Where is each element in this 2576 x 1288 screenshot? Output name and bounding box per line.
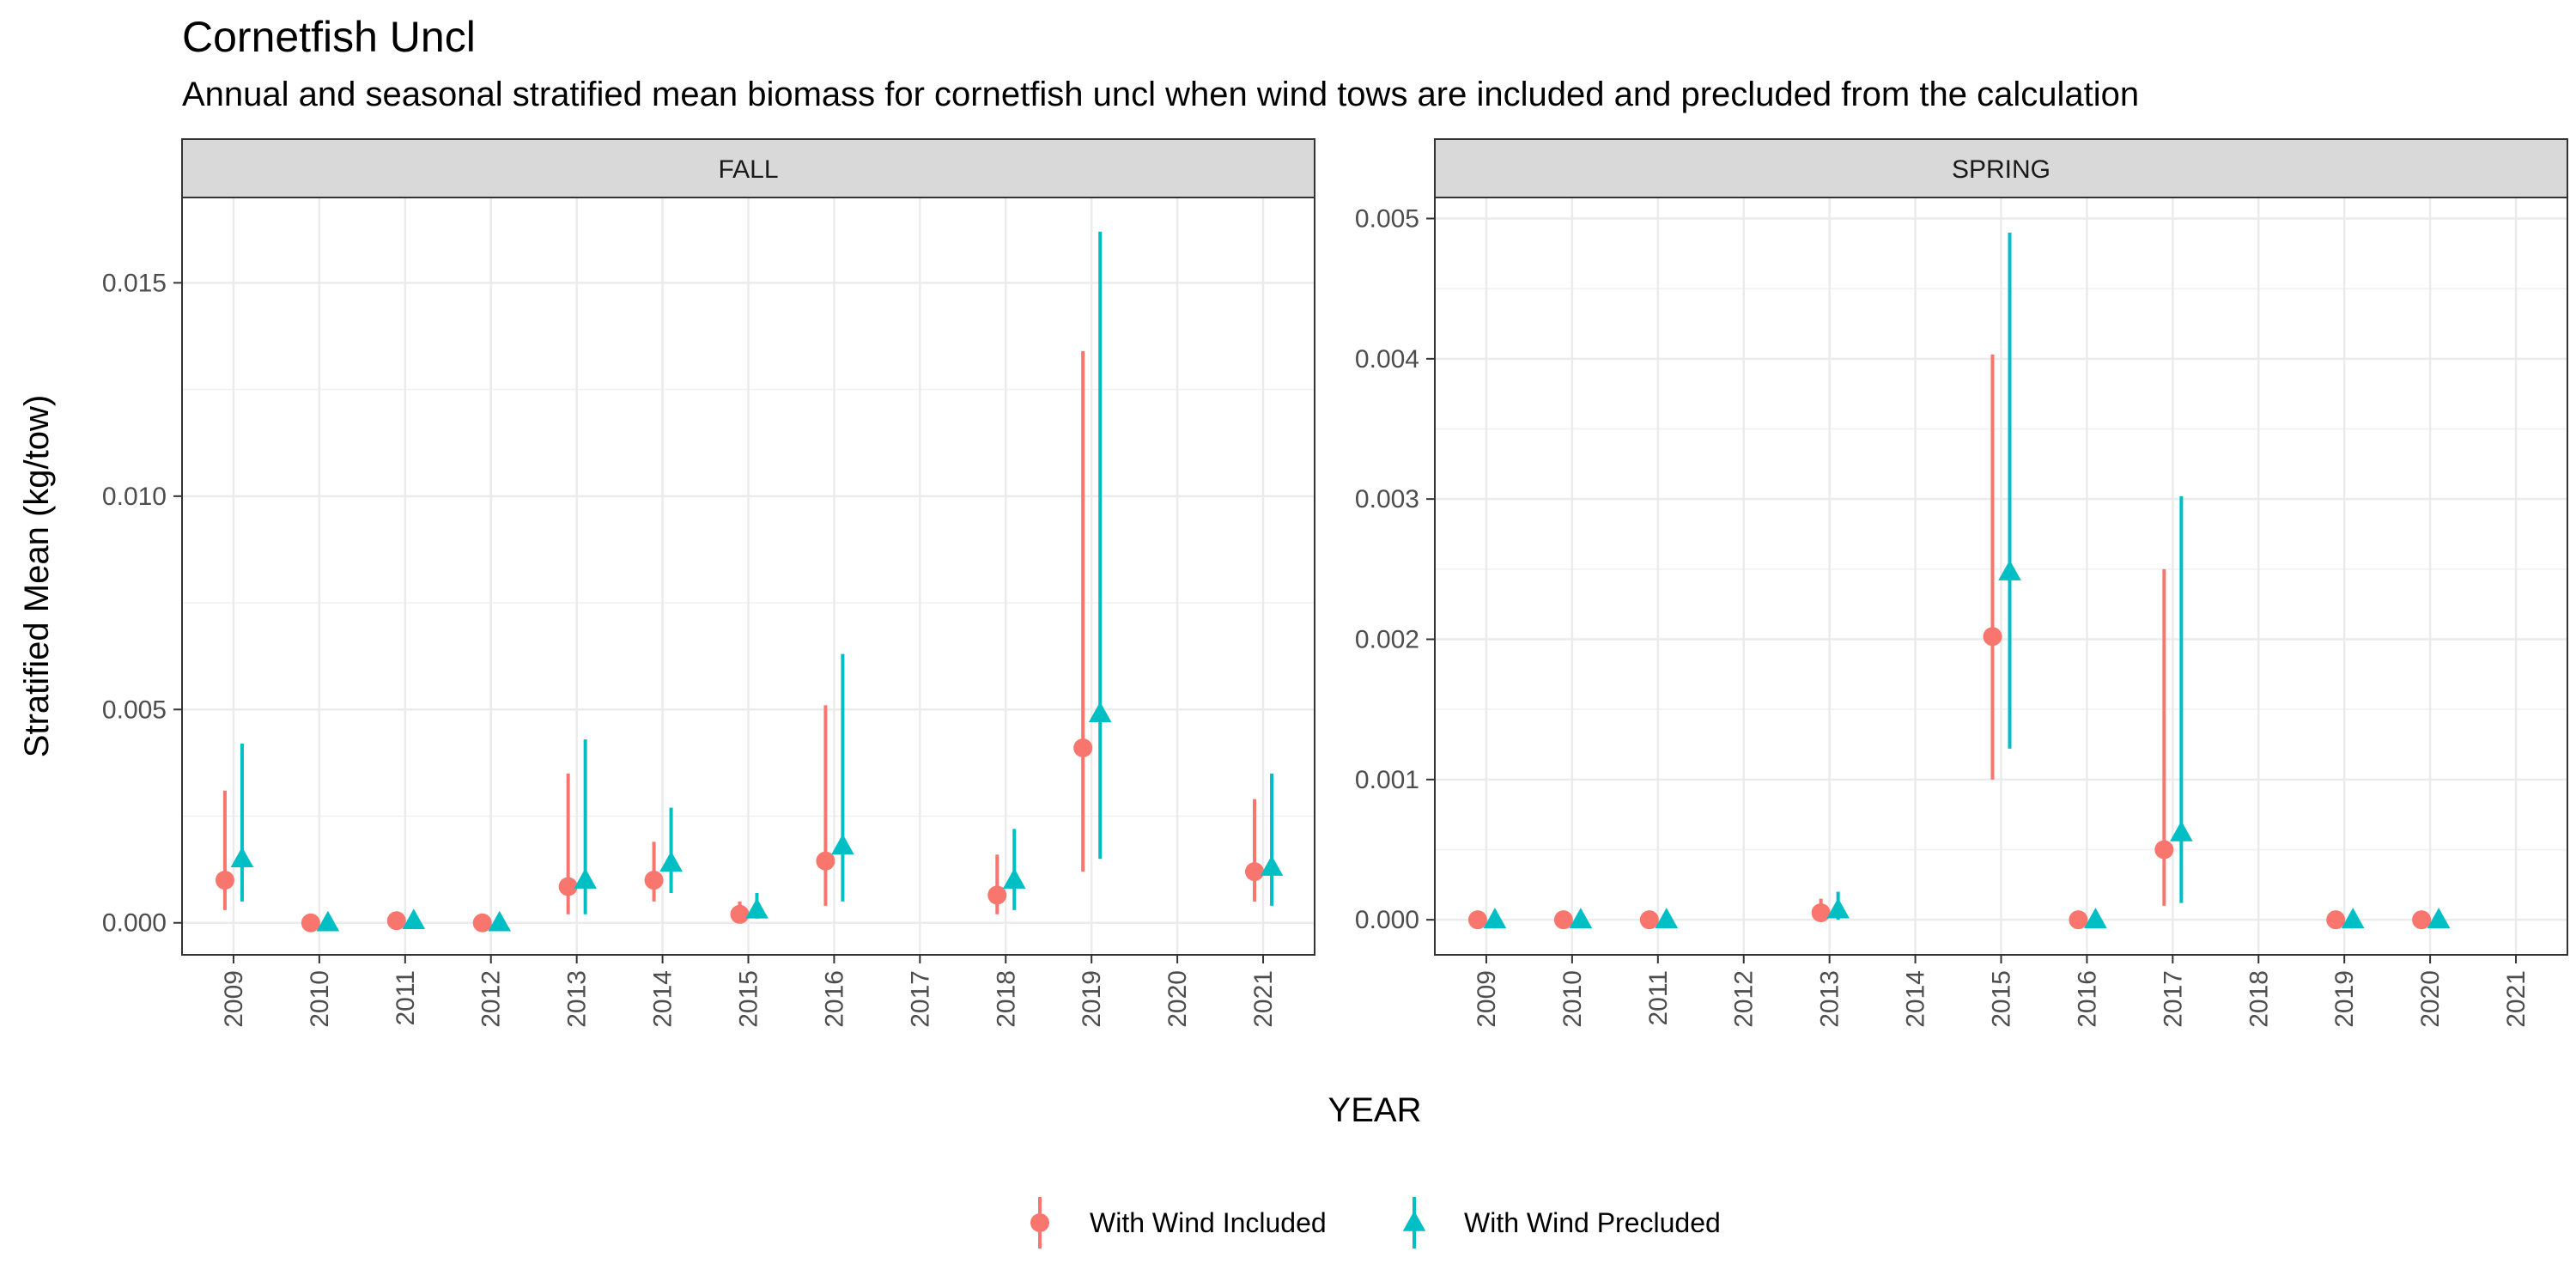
data-point-precluded [2341, 908, 2365, 928]
x-tick-label: 2014 [1902, 970, 1930, 1028]
x-tick-label: 2013 [563, 970, 592, 1028]
panel-spring: SPRING 0.000 0.001 0.002 0.003 0.004 0.005 2009… [1355, 138, 2568, 1028]
data-point-precluded [2084, 908, 2107, 928]
x-tick-label: 2019 [1078, 970, 1106, 1028]
y-tick-label: 0.010 [102, 483, 167, 511]
legend-key-triangle [1402, 1211, 1426, 1231]
x-tick-label: 2019 [2330, 970, 2359, 1028]
x-tick-label: 2012 [1730, 970, 1759, 1028]
x-tick-label: 2012 [477, 970, 506, 1028]
panel-fall: FALL 0.000 0.005 0.010 0.015 2009 2010 2011 2012… [102, 138, 1315, 1028]
y-tick-label: 0.002 [1355, 626, 1419, 654]
y-tick-label: 0.000 [102, 909, 167, 938]
data-point-included [558, 877, 578, 896]
x-tick-label: 2009 [1473, 970, 1501, 1028]
data-point-included [1553, 910, 1573, 930]
legend-key-circle [1030, 1213, 1049, 1232]
data-point-included [215, 871, 234, 890]
legend-item: With Wind Precluded [1402, 1197, 1721, 1249]
data-point-included [1983, 627, 2002, 647]
x-tick-label: 2010 [306, 970, 334, 1028]
data-point-included [472, 913, 492, 933]
x-tick-label: 2013 [1816, 970, 1844, 1028]
x-tick-label: 2017 [906, 970, 934, 1028]
legend-label: With Wind Precluded [1464, 1207, 1721, 1238]
data-point-included [301, 913, 320, 933]
x-tick-label: 2021 [1249, 970, 1278, 1028]
data-point-included [1811, 903, 1831, 922]
data-point-precluded [1826, 897, 1850, 919]
legend-item: With Wind Included [1030, 1197, 1327, 1249]
x-tick-label: 2018 [992, 970, 1020, 1028]
chart-title: Cornetfish Uncl [182, 13, 476, 61]
data-point-included [2154, 840, 2174, 860]
legend: With Wind Included With Wind Precluded [1030, 1197, 1721, 1249]
data-point-precluded [1483, 908, 1507, 928]
y-tick-label: 0.005 [1355, 205, 1419, 234]
data-point-included [2326, 910, 2346, 930]
data-point-precluded [659, 851, 683, 872]
data-point-included [816, 851, 835, 871]
data-point-included [2412, 910, 2432, 930]
data-point-included [987, 885, 1007, 905]
panel-border [1434, 197, 2568, 956]
data-point-precluded [2427, 908, 2451, 928]
data-point-included [1073, 738, 1093, 758]
data-point-precluded [831, 834, 854, 855]
data-point-included [644, 871, 664, 890]
panel-border [181, 197, 1315, 956]
y-tick-label: 0.000 [1355, 906, 1419, 934]
data-point-precluded [745, 897, 769, 919]
x-tick-label: 2009 [220, 970, 248, 1028]
strip-spring [1434, 138, 2568, 198]
y-tick-label: 0.004 [1355, 345, 1419, 374]
data-point-precluded [230, 847, 254, 867]
x-tick-label: 2016 [2073, 970, 2101, 1028]
data-point-included [386, 911, 406, 931]
data-point-precluded [402, 908, 426, 930]
data-point-precluded [1088, 702, 1112, 723]
data-point-included [1245, 862, 1265, 882]
data-point-precluded [574, 868, 597, 889]
x-tick-label: 2020 [2416, 970, 2445, 1028]
x-tick-label: 2017 [2159, 970, 2187, 1028]
data-point-precluded [1260, 855, 1284, 876]
x-tick-label: 2011 [392, 970, 420, 1026]
data-point-precluded [2170, 820, 2193, 841]
y-tick-label: 0.001 [1355, 766, 1419, 794]
x-axis-title: YEAR [1328, 1091, 1422, 1129]
x-tick-label: 2011 [1644, 970, 1673, 1026]
data-point-precluded [488, 910, 512, 932]
strip-label: FALL [718, 155, 778, 184]
data-point-precluded [1569, 908, 1593, 928]
data-point-precluded [1998, 560, 2021, 580]
x-tick-label: 2015 [1988, 970, 2016, 1028]
data-point-precluded [316, 910, 340, 932]
data-point-included [2069, 910, 2088, 930]
y-tick-label: 0.005 [102, 696, 167, 724]
data-point-included [1467, 910, 1487, 930]
legend-label: With Wind Included [1090, 1207, 1327, 1238]
y-tick-label: 0.003 [1355, 485, 1419, 513]
data-point-included [1639, 910, 1659, 930]
x-tick-label: 2010 [1558, 970, 1587, 1028]
x-tick-label: 2021 [2502, 970, 2530, 1028]
x-tick-label: 2020 [1163, 970, 1192, 1028]
data-point-precluded [1002, 868, 1026, 889]
y-tick-label: 0.015 [102, 269, 167, 297]
x-tick-label: 2018 [2245, 970, 2273, 1028]
data-point-included [730, 904, 750, 924]
x-tick-label: 2015 [735, 970, 763, 1028]
chart-subtitle: Annual and seasonal stratified mean biom… [182, 76, 2140, 113]
strip-label: SPRING [1952, 155, 2050, 184]
data-point-precluded [1655, 908, 1679, 928]
x-tick-label: 2014 [649, 970, 677, 1028]
x-tick-label: 2016 [820, 970, 848, 1028]
y-axis-title: Stratified Mean (kg/tow) [18, 395, 56, 757]
